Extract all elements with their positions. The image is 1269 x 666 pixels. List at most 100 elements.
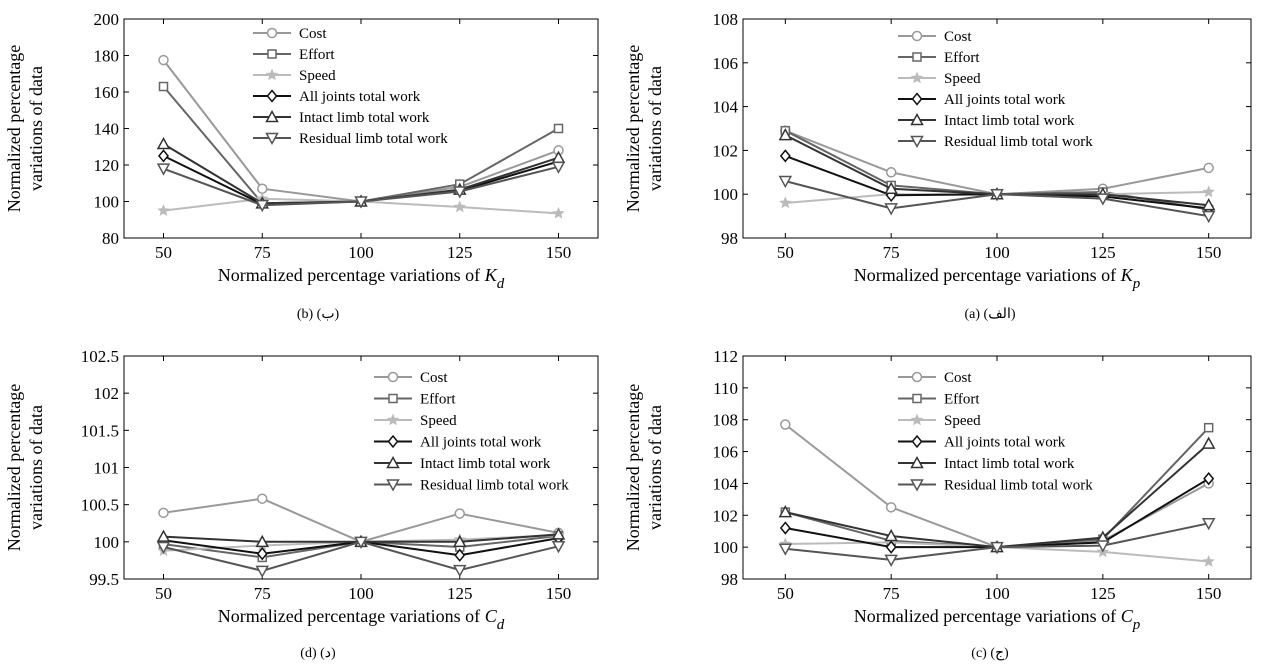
y-tick-label: 100 [713, 538, 739, 557]
circle-marker [266, 27, 278, 39]
x-axis-label-subscript: p [1132, 617, 1141, 633]
legend-item: Residual limb total work [374, 478, 569, 494]
star-marker [1202, 554, 1215, 567]
diamond-marker [779, 521, 791, 535]
diamond-marker [266, 89, 278, 103]
legend-item: Cost [898, 370, 972, 386]
triangle-down-marker [884, 203, 898, 216]
y-axis-label: Normalized percentage [4, 45, 24, 212]
legend-item: Cost [374, 370, 448, 386]
legend-label: Intact limb total work [944, 456, 1075, 472]
y-tick-label: 160 [94, 83, 120, 102]
legend-label: All joints total work [944, 92, 1066, 108]
square-marker [912, 393, 922, 404]
legend-item: Speed [253, 68, 336, 84]
legend-item: All joints total work [898, 92, 1066, 108]
legend-item: Speed [374, 413, 457, 429]
triangle-down-marker [354, 536, 368, 549]
y-axis-label: variations of data [26, 66, 46, 191]
y-axis-label: variations of data [26, 405, 46, 530]
y-tick-label: 200 [94, 10, 120, 29]
circle-marker [257, 493, 268, 504]
legend-item: Effort [898, 392, 980, 408]
y-tick-label: 100 [94, 533, 120, 552]
legend-item: Cost [898, 29, 972, 45]
legend-label: Effort [944, 50, 980, 66]
legend: Cost Effort Speed All joints total work Inta… [898, 370, 1093, 494]
x-axis-label-variable: K [1120, 265, 1134, 285]
triangle-down-marker [551, 161, 566, 174]
triangle-down-marker [255, 199, 270, 213]
star-marker [157, 204, 170, 216]
legend-label: Cost [944, 29, 972, 45]
x-tick-label: 100 [984, 584, 1010, 603]
circle-marker [1203, 162, 1214, 174]
y-tick-label: 102 [713, 141, 739, 160]
legend-item: Speed [898, 413, 981, 429]
legend: Cost Effort Speed All joints total work Inta… [898, 29, 1093, 150]
x-axis-label-variable: K [484, 265, 498, 285]
circle-marker [911, 371, 923, 383]
panel-d: 99.5 100 100.5 101 101.5 102 102.5 50 75 100 125 15… [4, 347, 599, 661]
series-residual-limb-total-work [778, 175, 1216, 224]
square-marker [1203, 422, 1214, 433]
y-tick-label: 102.5 [81, 347, 119, 366]
series-residual-limb-total-work [156, 536, 566, 578]
x-tick-label: 100 [984, 243, 1010, 262]
x-tick-label: 150 [1196, 243, 1222, 262]
x-axis-label: Normalized percentage variations of Kp [854, 265, 1141, 292]
x-axis-label: Normalized percentage variations of Cd [218, 606, 505, 633]
x-axis-label-text: Normalized percentage variations of [218, 265, 485, 285]
y-tick-label: 106 [713, 443, 739, 462]
x-tick-label: 75 [254, 584, 271, 603]
y-tick-label: 98 [721, 229, 738, 248]
x-axis-label-text: Normalized percentage variations of [218, 606, 485, 626]
triangle-up-marker [778, 505, 793, 518]
square-marker [158, 81, 169, 92]
triangle-down-marker [452, 564, 467, 578]
y-tick-label: 108 [713, 10, 739, 29]
diamond-marker [885, 540, 897, 554]
y-tick-label: 112 [713, 347, 738, 366]
star-marker [552, 206, 565, 219]
y-tick-label: 104 [713, 474, 739, 493]
x-tick-label: 100 [348, 243, 374, 262]
x-axis-label: Normalized percentage variations of Cp [854, 606, 1141, 633]
triangle-up-marker [910, 455, 924, 469]
legend-label: Intact limb total work [420, 456, 551, 472]
y-axis-label: Normalized percentage [4, 384, 24, 551]
legend-item: Intact limb total work [374, 455, 551, 472]
y-tick-label: 99.5 [89, 570, 119, 589]
triangle-up-marker [910, 112, 924, 126]
triangle-up-marker [778, 128, 793, 141]
x-tick-label: 150 [546, 584, 572, 603]
legend-item: Residual limb total work [253, 131, 448, 147]
star-marker [453, 200, 466, 213]
x-tick-label: 75 [254, 243, 271, 262]
triangle-up-marker [1201, 436, 1216, 449]
x-axis-label-subscript: d [497, 617, 505, 633]
triangle-down-marker [1201, 518, 1216, 531]
legend-label: Speed [420, 413, 457, 429]
panel-caption: (b) (ب) [297, 307, 340, 322]
circle-marker [387, 371, 399, 383]
x-tick-label: 125 [447, 243, 473, 262]
x-tick-label: 75 [883, 243, 900, 262]
y-tick-label: 110 [713, 379, 738, 398]
x-tick-label: 50 [777, 243, 794, 262]
diamond-marker [158, 149, 169, 163]
legend-label: Residual limb total work [299, 131, 448, 147]
square-marker [912, 52, 922, 62]
y-axis-label: variations of data [645, 66, 665, 191]
legend-item: Residual limb total work [898, 134, 1093, 150]
legend-item: Effort [374, 392, 456, 408]
diamond-marker [454, 548, 466, 562]
legend-item: Intact limb total work [253, 109, 430, 126]
x-axis-label-text: Normalized percentage variations of [854, 606, 1121, 626]
legend-item: Residual limb total work [898, 478, 1093, 494]
x-axis-label-text: Normalized percentage variations of [854, 265, 1121, 285]
star-marker [386, 413, 400, 426]
triangle-down-marker [386, 479, 400, 492]
x-tick-label: 150 [546, 243, 572, 262]
legend-item: All joints total work [898, 435, 1066, 451]
